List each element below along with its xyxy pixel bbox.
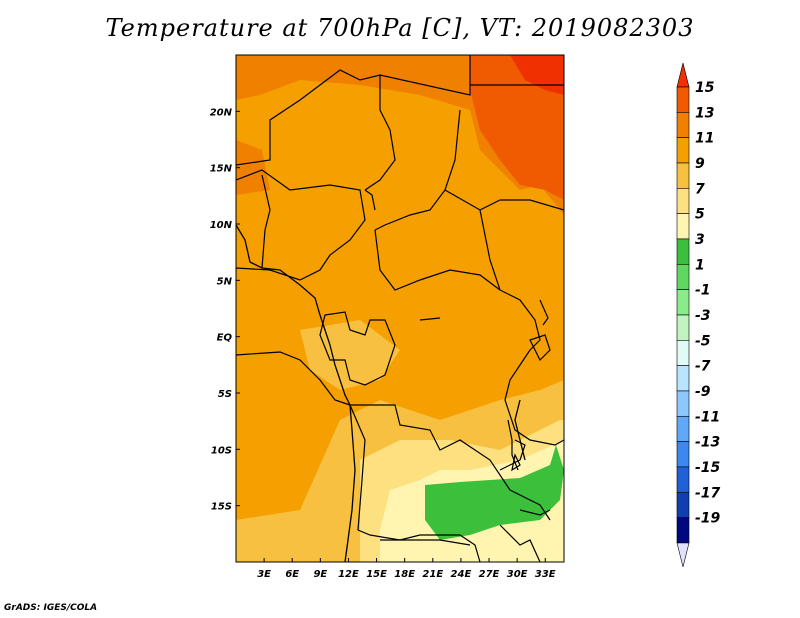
colorbar-label: 5 (695, 207, 705, 223)
colorbar-segment (676, 491, 690, 518)
lon-tick-label: 12E (338, 569, 359, 580)
colorbar-segment (676, 264, 690, 290)
colorbar-label: -3 (695, 308, 711, 324)
lon-tick-label: 33E (535, 569, 556, 580)
longitude-axis: 3E 6E 9E 12E 15E 18E 21E 24E 27E 30E 33E (257, 558, 556, 580)
lon-tick-label: 3E (257, 569, 271, 580)
lon-tick-label: 30E (507, 569, 528, 580)
colorbar-label: -1 (695, 283, 711, 299)
lat-tick-label: 20N (210, 107, 233, 118)
colorbar-label: -19 (695, 511, 721, 527)
colorbar-segment (676, 415, 690, 442)
colorbar-label: 9 (695, 156, 705, 172)
lon-tick-label: 27E (479, 569, 500, 580)
colorbar-label: -5 (695, 333, 711, 349)
colorbar-label: 3 (695, 232, 705, 248)
colorbar-segment (676, 162, 690, 189)
lat-tick-label: 10N (210, 220, 233, 231)
colorbar-top-arrow (676, 62, 690, 88)
map-frame (235, 54, 565, 563)
lat-tick-label: 10S (211, 445, 232, 456)
chart-title: Temperature at 700hPa [C], VT: 201908230… (105, 14, 695, 42)
lakes (364, 189, 551, 516)
colorbar-segment (676, 188, 690, 214)
field-1-3-south (425, 445, 564, 540)
colorbar-label: 7 (695, 181, 705, 197)
colorbar-segment (676, 517, 690, 544)
lon-tick-label: 24E (451, 569, 472, 580)
lat-tick-label: 15N (210, 164, 233, 175)
colorbar-segment (676, 365, 690, 392)
colorbar-label: 11 (695, 131, 714, 147)
colorbar-segment (676, 441, 690, 468)
colorbar-label: 13 (695, 105, 714, 121)
colorbar-segment (676, 314, 690, 341)
colorbar-segment (676, 238, 690, 265)
colorbar-segment (676, 289, 690, 316)
colorbar-label: -7 (695, 359, 711, 375)
coastline (236, 224, 526, 562)
field-13-15-northeast (470, 55, 564, 200)
lon-tick-label: 9E (313, 569, 327, 580)
latitude-axis: 20N 15N 10N 5N EQ 5S 10S 15S (210, 107, 240, 513)
country-borders (236, 55, 564, 562)
lat-tick-label: EQ (217, 333, 233, 344)
credit-text: GrADS: IGES/COLA (4, 603, 98, 613)
colorbar-label: -15 (695, 460, 721, 476)
colorbar-legend: 15 13 11 9 7 5 3 1 -1 -3 -5 -7 -9 -11 -13 -15 -17 -19 (676, 62, 721, 568)
map-area (236, 55, 564, 562)
colorbar-label: 15 (695, 80, 715, 96)
colorbar-segment (676, 86, 690, 113)
colorbar-label: -11 (695, 409, 720, 425)
field-7-9-coast (300, 320, 400, 390)
colorbar-label: 1 (695, 257, 705, 273)
lat-tick-label: 5S (218, 389, 232, 400)
field-11-13-west (236, 140, 270, 195)
colorbar-segment (676, 390, 690, 417)
colorbar-segment (676, 137, 690, 164)
colorbar-segment (676, 112, 690, 138)
lat-tick-label: 15S (211, 502, 232, 513)
colorbar-segment (676, 339, 690, 366)
colorbar-segment (676, 213, 690, 240)
colorbar-bottom-arrow (676, 542, 690, 568)
lon-tick-label: 15E (366, 569, 387, 580)
lat-tick-label: 5N (217, 276, 233, 287)
lon-tick-label: 21E (422, 569, 443, 580)
colorbar-label: -9 (695, 384, 711, 400)
lon-tick-label: 18E (394, 569, 415, 580)
colorbar-label: -13 (695, 435, 720, 451)
lon-tick-label: 6E (285, 569, 299, 580)
colorbar-label: -17 (695, 485, 721, 501)
colorbar-segment (676, 466, 690, 493)
